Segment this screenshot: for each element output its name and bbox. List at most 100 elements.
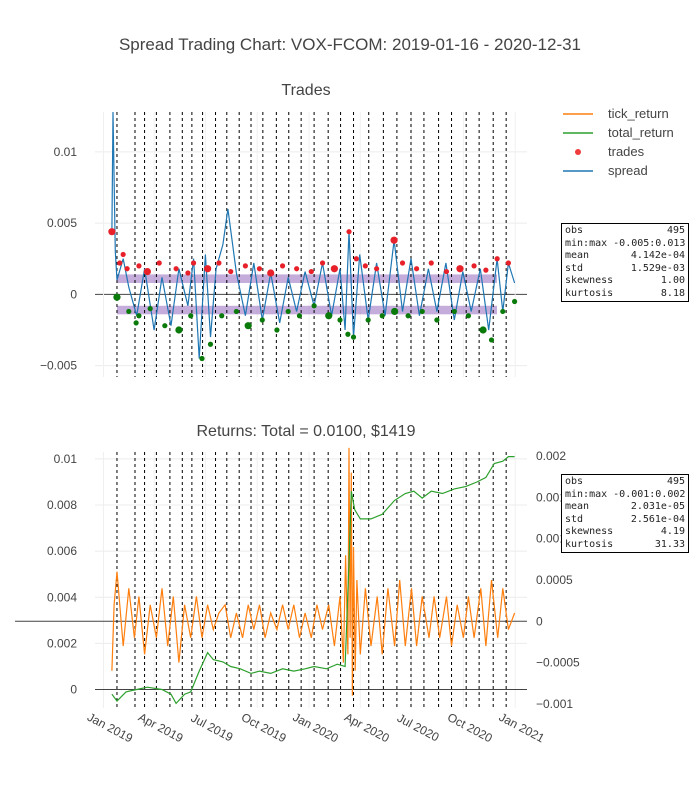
trade-marker-exit [113,293,121,301]
x-tick-label: Jan 2020 [291,710,341,746]
legend-label-tick_return: tick_return [608,106,669,121]
x-tick-label: Jul 2019 [189,711,236,745]
trade-marker-exit [133,320,139,326]
stat-value: 495 [666,476,685,487]
trade-marker-entry [108,228,116,236]
trade-marker-entry [267,269,275,277]
trade-marker-exit [244,322,252,330]
trade-marker-exit [219,313,225,319]
stat-label: kurtosis [565,538,614,550]
trade-marker-entry [330,265,338,273]
trade-marker-exit [391,307,399,316]
trade-marker-exit [337,317,343,323]
stat-row-mean: mean 2.031e-05 [565,501,685,514]
stat-row-min-max: min:max -0.005:0.013 [565,238,685,251]
legend-label-spread: spread [608,163,648,178]
stat-row-obs: obs 495 [565,225,685,238]
trade-marker-exit [419,308,425,315]
trade-marker-entry [204,265,212,273]
stat-row-kurtosis: kurtosis 31.33 [565,539,685,552]
returns-x-axis: Jan 2019 Apr 2019 Jul 2019 Oct 2019 Jan 2020… [85,710,547,746]
trade-marker-entry [456,265,464,273]
stat-value: 1.529e-03 [630,262,685,274]
y2-tick-label: −0.001 [536,697,573,711]
legend-label-total_return: total_return [608,125,674,140]
trade-marker-exit [379,313,385,319]
stat-row-obs: obs 495 [565,476,685,489]
stat-value: 2.031e-05 [630,501,685,512]
stat-row-skewness: skewness 4.19 [565,526,685,539]
spread-line [111,111,516,359]
x-tick-label: Apr 2020 [342,710,392,745]
trade-marker-entry [279,263,286,269]
x-tick-label: Jul 2020 [395,711,442,745]
trade-marker-exit [488,337,495,343]
trade-marker-entry [494,256,500,262]
y-tick-label: 0.004 [47,590,77,604]
stat-row-std: std 2.561e-04 [565,514,685,527]
trade-marker-exit [311,303,317,309]
y2-tick-label: 0.0005 [536,573,573,587]
y2-tick-label: 0 [536,614,543,628]
stat-value: 1.00 [660,275,685,286]
x-tick-label: Oct 2020 [445,710,495,745]
stat-value: 4.142e-04 [630,250,685,261]
stat-value: -0.005:0.013 [613,237,686,249]
trade-marker-entry [319,260,326,266]
stat-label: std [565,262,584,274]
y2-tick-label: −0.0005 [536,656,580,670]
returns-series [111,447,516,705]
y2-tick-label: 0.001 [536,532,566,546]
trade-marker-exit [500,308,506,315]
trade-marker-entry [294,266,300,272]
trade-marker-exit [274,327,280,333]
trade-marker-entry [120,251,126,258]
trade-marker-entry [136,263,142,269]
chart-title: Spread Trading Chart: VOX-FCOM: 2019-01-… [119,35,581,54]
returns-panel-title: Returns: Total = 0.0100, $1419 [197,423,416,440]
trades-trade-lines [116,112,507,377]
trade-marker-entry [390,236,398,244]
trade-marker-entry [308,268,314,275]
trade-marker-entry [471,263,477,269]
trade-marker-exit [175,326,183,334]
stat-value: 4.19 [660,526,685,537]
legend-swatch-trades [575,149,581,155]
returns-gridlines [15,452,527,708]
trade-marker-exit [434,317,440,323]
lower-band [116,305,498,315]
x-tick-label: Jan 2019 [85,710,135,746]
y-tick-label: 0.005 [47,216,77,230]
trade-marker-exit [233,308,239,315]
stat-row-kurtosis: kurtosis 8.18 [565,288,685,301]
stat-value: 2.561e-04 [630,513,685,525]
returns-y-axis: 0.01 0.008 0.006 0.004 0.002 0 [47,452,77,697]
stat-label: mean [565,250,590,261]
trade-marker-exit [350,334,357,340]
y-tick-label: 0.008 [47,498,77,512]
returns-stats-box: obs 495 min:max -0.001:0.002 mean 2.031e-05 st… [561,474,689,553]
trade-marker-exit [451,308,457,315]
y-tick-label: 0 [70,287,77,301]
trade-marker-entry [428,260,434,266]
trade-marker-entry [173,266,179,272]
trade-marker-exit [259,317,265,323]
y2-tick-label: 0.002 [536,449,566,463]
trade-marker-exit [465,313,472,319]
trades-series [111,111,516,359]
stat-label: skewness [565,526,614,537]
trade-marker-exit [345,331,351,337]
legend-label-trades: trades [608,144,645,159]
trades-panel-title: Trades [281,82,330,99]
trade-marker-entry [143,267,151,276]
stat-value: 8.18 [660,287,685,299]
stat-label: std [565,513,584,525]
trade-marker-entry [156,260,162,266]
stat-label: obs [565,225,584,236]
trade-marker-entry [505,260,512,266]
trade-marker-exit [479,326,487,334]
trade-marker-entry [443,268,450,275]
stat-value: 31.33 [654,538,685,550]
